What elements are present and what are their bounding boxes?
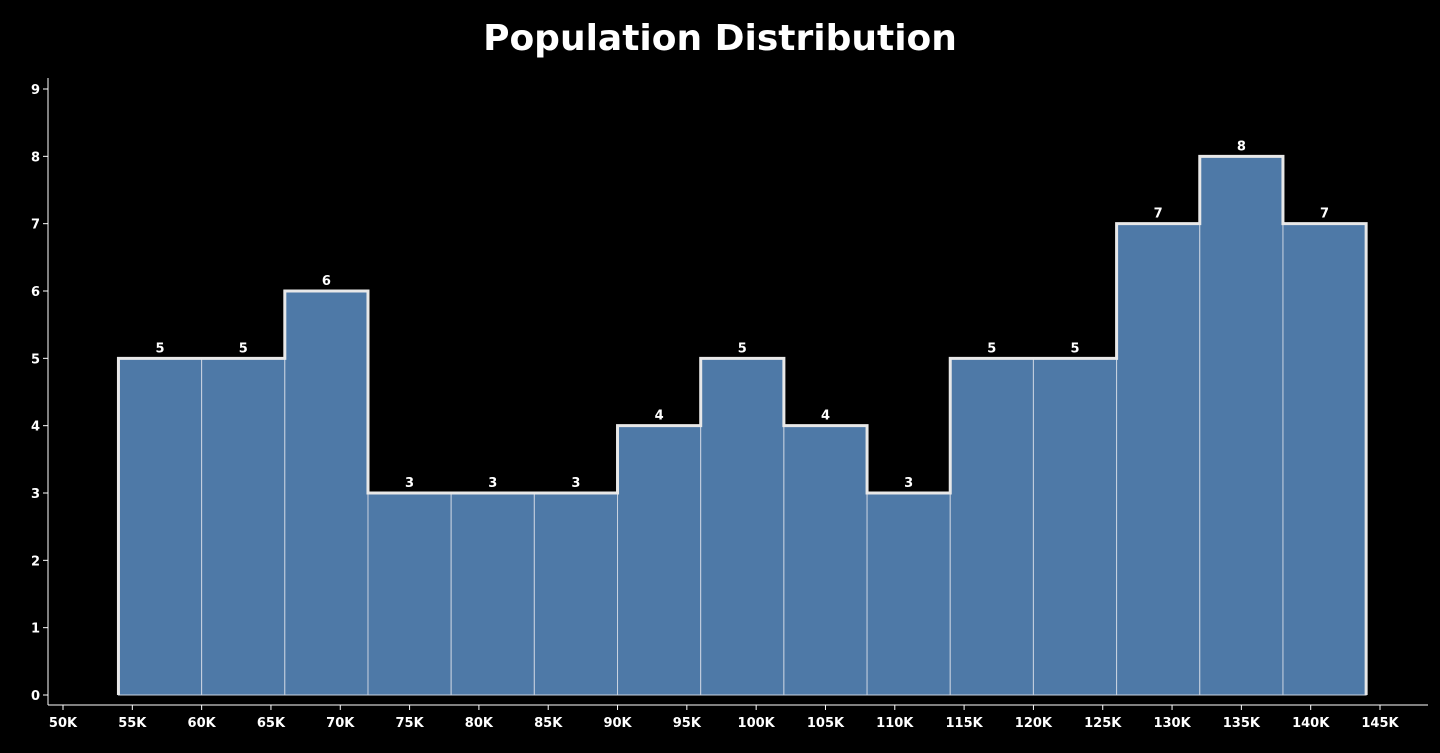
histogram-bar <box>866 492 951 696</box>
y-tick-label: 9 <box>31 83 40 98</box>
y-tick-label: 1 <box>31 622 40 637</box>
x-tick-label: 65K <box>257 716 286 731</box>
histogram-bar <box>783 425 868 696</box>
bar-value-label: 3 <box>571 476 580 491</box>
histogram-bar <box>700 357 785 696</box>
histogram-bar <box>949 357 1034 696</box>
y-tick-label: 5 <box>31 352 40 367</box>
x-tick-label: 95K <box>673 716 702 731</box>
bar-value-label: 5 <box>987 341 996 356</box>
bar-value-label: 5 <box>1070 341 1079 356</box>
bar-value-label: 4 <box>655 409 664 424</box>
histogram-outline <box>116 154 1368 695</box>
bar-value-label: 6 <box>322 274 331 289</box>
x-tick-label: 80K <box>465 716 494 731</box>
x-tick-label: 55K <box>118 716 147 731</box>
y-tick-label: 2 <box>31 554 40 569</box>
x-tick-label: 135K <box>1223 716 1261 731</box>
bar-value-label: 7 <box>1154 207 1163 222</box>
y-tick-label: 6 <box>31 285 40 300</box>
x-tick-label: 75K <box>395 716 424 731</box>
y-tick-label: 7 <box>31 218 40 233</box>
histogram-bar <box>1199 155 1284 696</box>
x-tick-label: 85K <box>534 716 563 731</box>
x-tick-label: 50K <box>49 716 78 731</box>
histogram-bar <box>617 425 702 696</box>
y-tick-label: 3 <box>31 487 40 502</box>
histogram-bar <box>367 492 452 696</box>
x-tick-label: 145K <box>1361 716 1399 731</box>
histogram-bar <box>1032 357 1118 696</box>
x-tick-label: 90K <box>603 716 632 731</box>
histogram-bar <box>1116 223 1201 696</box>
histogram-bar <box>1282 223 1367 696</box>
bar-value-label: 3 <box>405 476 414 491</box>
bar-value-label: 7 <box>1320 207 1329 222</box>
bar-value-label: 4 <box>821 409 830 424</box>
histogram-bar <box>450 492 535 696</box>
chart-title: Population Distribution <box>483 18 957 59</box>
bar-value-label: 3 <box>904 476 913 491</box>
bar-value-label: 5 <box>239 341 248 356</box>
x-tick-label: 70K <box>326 716 355 731</box>
bar-value-label: 8 <box>1237 139 1246 154</box>
histogram-bar <box>284 290 369 696</box>
bar-value-label: 3 <box>488 476 497 491</box>
y-tick-label: 0 <box>31 689 40 704</box>
histogram-bar <box>201 357 286 696</box>
histogram-bar <box>533 492 619 696</box>
x-tick-label: 105K <box>807 716 845 731</box>
x-tick-label: 130K <box>1153 716 1191 731</box>
x-tick-label: 100K <box>738 716 776 731</box>
histogram-bar <box>117 357 203 696</box>
x-tick-label: 140K <box>1292 716 1330 731</box>
bar-value-label: 5 <box>156 341 165 356</box>
x-tick-label: 110K <box>876 716 914 731</box>
x-tick-label: 115K <box>945 716 983 731</box>
x-tick-label: 125K <box>1084 716 1122 731</box>
y-tick-label: 8 <box>31 150 40 165</box>
x-tick-label: 120K <box>1015 716 1053 731</box>
y-tick-label: 4 <box>31 420 40 435</box>
bar-value-label: 5 <box>738 341 747 356</box>
x-tick-label: 60K <box>188 716 217 731</box>
